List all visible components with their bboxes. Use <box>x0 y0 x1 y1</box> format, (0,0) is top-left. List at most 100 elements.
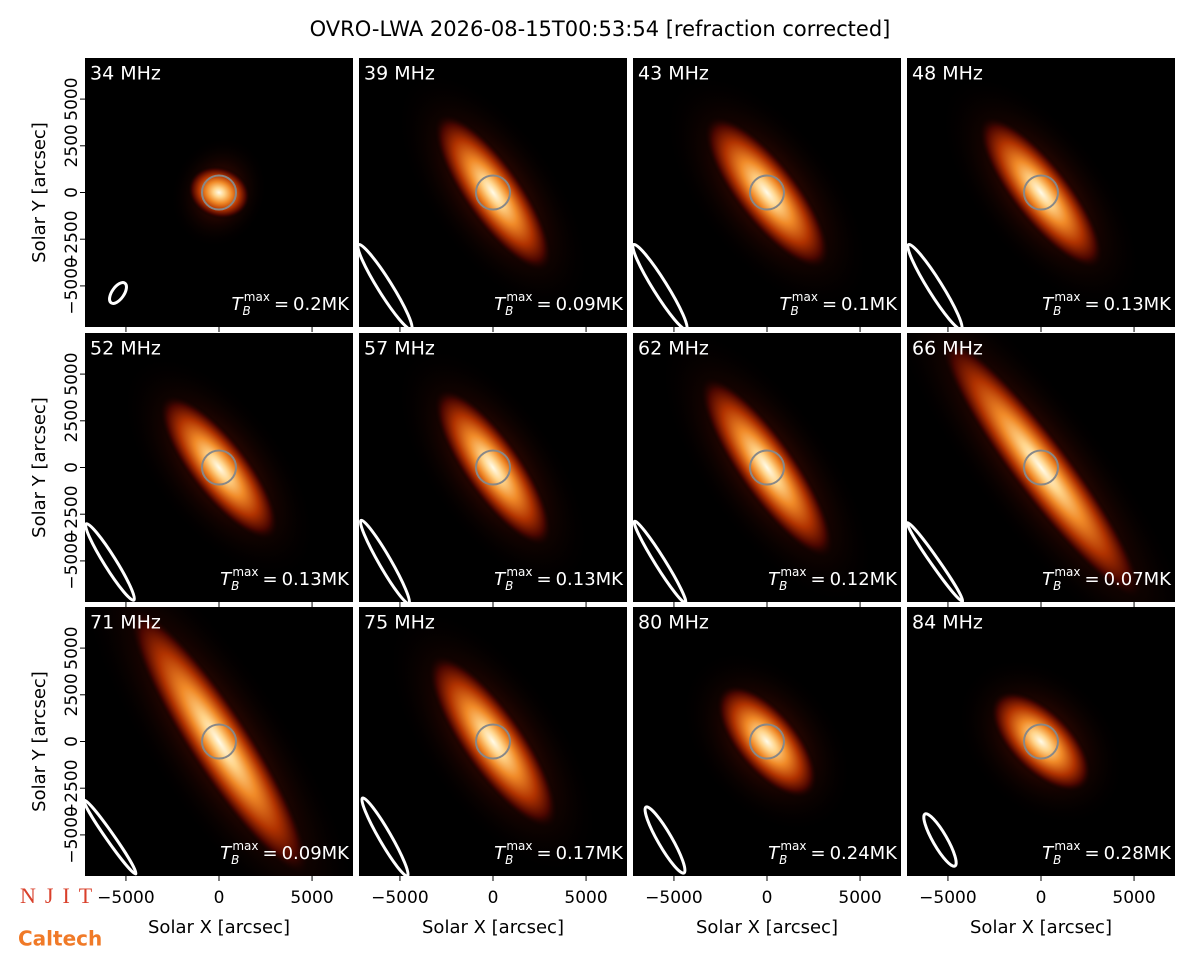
solar-disk <box>1023 449 1059 486</box>
panel <box>633 333 901 602</box>
y-tick-label: 2500 <box>62 124 82 167</box>
beam <box>922 812 958 868</box>
x-tick-label: 0 <box>762 888 773 908</box>
emission <box>989 690 1093 793</box>
tmax-eq: = <box>536 294 551 315</box>
y-axis-label: Solar Y [arcsec] <box>29 397 50 538</box>
y-tick-label: 5000 <box>62 77 82 120</box>
y-tick-label: 0 <box>62 187 82 198</box>
tmax-eq: = <box>262 569 277 590</box>
tmax-sup: max <box>244 290 270 304</box>
panel <box>85 58 353 327</box>
tmax-sup: max <box>506 565 532 579</box>
emission <box>977 115 1105 270</box>
tmax-label: TBmax = 0.12MK <box>768 565 898 593</box>
panel <box>907 333 1175 602</box>
tmax-value: 0.1MK <box>841 294 898 315</box>
tmax-eq: = <box>822 294 837 315</box>
tmax-label: TBmax = 0.09MK <box>494 290 624 318</box>
x-tick-label: −5000 <box>97 888 155 908</box>
tmax-eq: = <box>810 843 825 864</box>
tmax-sub: B <box>1053 304 1061 318</box>
emission <box>127 607 311 876</box>
tmax-eq: = <box>274 294 289 315</box>
tmax-sup: max <box>780 565 806 579</box>
tmax-label: TBmax = 0.13MK <box>220 565 350 593</box>
x-tick-label: 0 <box>488 888 499 908</box>
tmax-base: T <box>494 843 507 864</box>
beam <box>359 518 412 602</box>
tmax-eq: = <box>1084 843 1099 864</box>
tmax-label: TBmax = 0.2MK <box>232 290 351 318</box>
emission <box>427 653 559 830</box>
tmax-sub: B <box>1053 579 1061 593</box>
y-tick-label: −5000 <box>62 806 82 864</box>
tmax-sup: max <box>1054 839 1080 853</box>
figure-title: OVRO-LWA 2026-08-15T00:53:54 [refraction… <box>310 17 891 41</box>
x-tick-label: −5000 <box>645 888 703 908</box>
tmax-label: TBmax = 0.09MK <box>220 839 350 867</box>
tmax-value: 0.17MK <box>556 843 625 864</box>
tmax-sup: max <box>506 839 532 853</box>
emission <box>433 112 553 273</box>
panel <box>359 333 627 602</box>
tmax-value: 0.2MK <box>293 294 350 315</box>
tmax-eq: = <box>1084 294 1099 315</box>
y-tick-label: −2500 <box>62 759 82 817</box>
y-tick-label: 0 <box>62 736 82 747</box>
tmax-value: 0.13MK <box>556 569 625 590</box>
tmax-label: TBmax = 0.17MK <box>494 839 624 867</box>
tmax-base: T <box>232 294 245 315</box>
y-tick-label: −2500 <box>62 210 82 268</box>
x-axis-label: Solar X [arcsec] <box>970 917 1112 938</box>
x-axis-label: Solar X [arcsec] <box>696 917 838 938</box>
solar-disk <box>475 723 511 760</box>
tmax-base: T <box>768 569 781 590</box>
beam <box>359 242 414 327</box>
emission <box>938 334 1144 601</box>
njit-logo: NJIT <box>20 883 101 908</box>
tmax-base: T <box>220 569 233 590</box>
x-tick-label: 0 <box>1036 888 1047 908</box>
x-tick-label: 5000 <box>1112 888 1155 908</box>
panel <box>633 58 901 327</box>
tmax-value: 0.24MK <box>830 843 899 864</box>
x-tick-label: 0 <box>214 888 225 908</box>
frequency-label: 66 MHz <box>912 338 983 360</box>
beam <box>108 281 128 305</box>
y-axis-label: Solar Y [arcsec] <box>29 671 50 812</box>
y-tick-label: 5000 <box>62 352 82 395</box>
y-tick-label: −5000 <box>62 257 82 315</box>
tmax-base: T <box>494 294 507 315</box>
emission <box>158 394 280 541</box>
tmax-label: TBmax = 0.13MK <box>494 565 624 593</box>
y-tick-label: 2500 <box>62 673 82 716</box>
tmax-eq: = <box>1084 569 1099 590</box>
tmax-eq: = <box>536 843 551 864</box>
tmax-value: 0.13MK <box>1104 294 1173 315</box>
tmax-sub: B <box>505 853 513 867</box>
panel <box>85 333 353 602</box>
y-tick-label: 0 <box>62 462 82 473</box>
tmax-sub: B <box>505 579 513 593</box>
tmax-sub: B <box>231 579 239 593</box>
beam <box>85 798 138 876</box>
solar-disk <box>749 723 785 760</box>
beam <box>907 242 964 327</box>
solar-disk <box>1023 723 1059 760</box>
solar-disk <box>475 174 511 211</box>
solar-disk <box>749 174 785 211</box>
tmax-sup: max <box>780 839 806 853</box>
tmax-sup: max <box>232 839 258 853</box>
y-tick-label: −2500 <box>62 485 82 543</box>
tmax-label: TBmax = 0.1MK <box>780 290 899 318</box>
x-axis-label: Solar X [arcsec] <box>148 917 290 938</box>
tmax-base: T <box>768 843 781 864</box>
beam <box>643 805 687 875</box>
tmax-value: 0.13MK <box>282 569 351 590</box>
x-tick-label: 5000 <box>564 888 607 908</box>
tmax-label: TBmax = 0.28MK <box>1042 839 1172 867</box>
frequency-label: 80 MHz <box>638 612 709 634</box>
emission <box>715 684 819 799</box>
tmax-sub: B <box>791 304 799 318</box>
